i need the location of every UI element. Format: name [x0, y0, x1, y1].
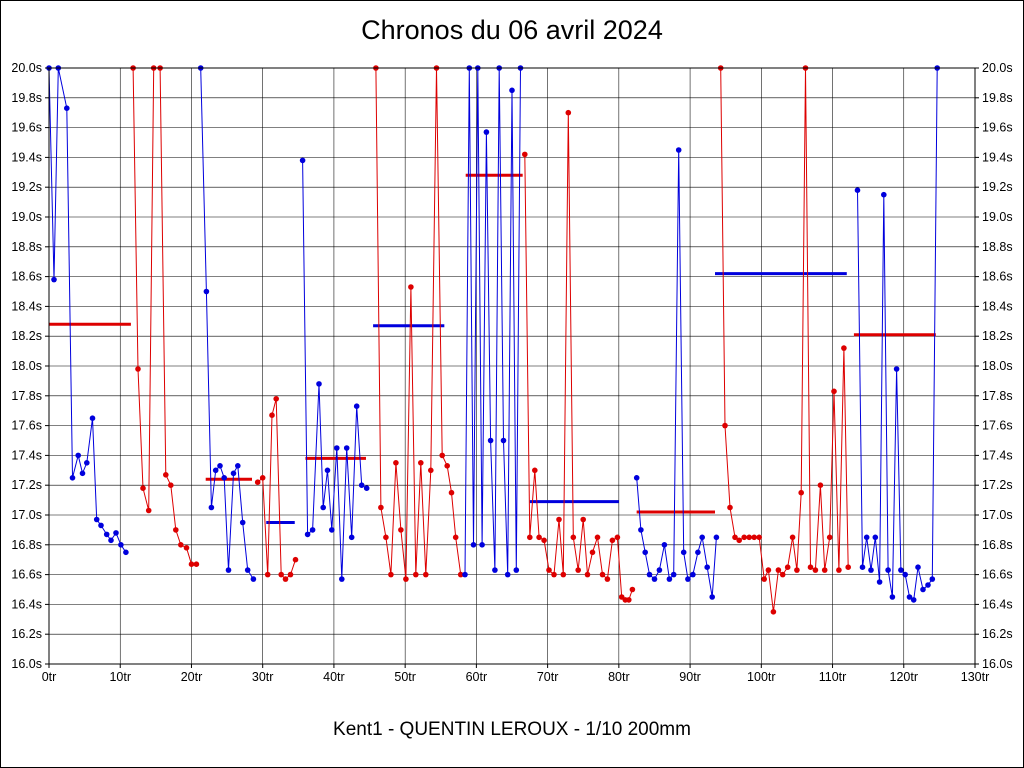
svg-text:17.8s: 17.8s [982, 389, 1013, 403]
svg-text:19.0s: 19.0s [11, 210, 42, 224]
svg-text:18.0s: 18.0s [982, 359, 1013, 373]
axis-layer [45, 67, 979, 668]
svg-text:40tr: 40tr [323, 670, 345, 684]
svg-text:19.4s: 19.4s [982, 150, 1013, 164]
chart-caption: Kent1 - QUENTIN LEROUX - 1/10 200mm [333, 719, 691, 740]
svg-text:17.2s: 17.2s [11, 478, 42, 492]
svg-text:18.8s: 18.8s [11, 240, 42, 254]
svg-text:100tr: 100tr [747, 670, 776, 684]
lap-series-layer [46, 65, 940, 615]
svg-text:17.2s: 17.2s [982, 478, 1013, 492]
svg-text:19.8s: 19.8s [11, 91, 42, 105]
svg-text:17.6s: 17.6s [982, 419, 1013, 433]
svg-text:70tr: 70tr [537, 670, 559, 684]
svg-text:19.8s: 19.8s [982, 91, 1013, 105]
svg-text:18.8s: 18.8s [982, 240, 1013, 254]
svg-text:20.0s: 20.0s [982, 61, 1013, 75]
svg-text:16.0s: 16.0s [11, 657, 42, 671]
svg-text:20.0s: 20.0s [11, 61, 42, 75]
svg-text:19.0s: 19.0s [982, 210, 1013, 224]
svg-text:18.2s: 18.2s [11, 329, 42, 343]
svg-text:18.4s: 18.4s [982, 299, 1013, 313]
svg-text:50tr: 50tr [394, 670, 416, 684]
svg-text:19.2s: 19.2s [11, 180, 42, 194]
svg-text:110tr: 110tr [819, 670, 847, 684]
svg-text:30tr: 30tr [252, 670, 274, 684]
svg-text:18.6s: 18.6s [982, 270, 1013, 284]
chart-title: Chronos du 06 avril 2024 [361, 15, 663, 45]
tick-labels-layer: 0tr 10tr 20tr 30tr 40tr 50tr 60tr 70tr 80tr 90tr 1… [11, 61, 1012, 684]
svg-text:16.6s: 16.6s [11, 568, 42, 582]
svg-text:17.0s: 17.0s [982, 508, 1013, 522]
svg-text:17.4s: 17.4s [11, 448, 42, 462]
svg-text:17.8s: 17.8s [11, 389, 42, 403]
svg-text:80tr: 80tr [608, 670, 630, 684]
svg-text:16.8s: 16.8s [11, 538, 42, 552]
svg-text:10tr: 10tr [109, 670, 131, 684]
svg-text:130tr: 130tr [961, 670, 990, 684]
svg-text:19.6s: 19.6s [982, 121, 1013, 135]
svg-text:16.0s: 16.0s [982, 657, 1013, 671]
svg-text:18.2s: 18.2s [982, 329, 1013, 343]
svg-text:90tr: 90tr [679, 670, 701, 684]
svg-text:19.2s: 19.2s [982, 180, 1013, 194]
svg-text:60tr: 60tr [466, 670, 488, 684]
svg-text:16.2s: 16.2s [982, 627, 1013, 641]
svg-text:17.6s: 17.6s [11, 419, 42, 433]
svg-text:16.6s: 16.6s [982, 568, 1013, 582]
svg-text:17.4s: 17.4s [982, 448, 1013, 462]
svg-text:0tr: 0tr [42, 670, 57, 684]
svg-text:18.0s: 18.0s [11, 359, 42, 373]
svg-text:16.4s: 16.4s [982, 597, 1013, 611]
svg-text:16.4s: 16.4s [11, 597, 42, 611]
svg-text:16.8s: 16.8s [982, 538, 1013, 552]
svg-text:19.4s: 19.4s [11, 150, 42, 164]
svg-text:20tr: 20tr [181, 670, 203, 684]
svg-text:19.6s: 19.6s [11, 121, 42, 135]
grid-layer [48, 67, 976, 665]
svg-text:120tr: 120tr [890, 670, 919, 684]
svg-text:17.0s: 17.0s [11, 508, 42, 522]
svg-text:16.2s: 16.2s [11, 627, 42, 641]
svg-text:18.6s: 18.6s [11, 270, 42, 284]
svg-text:18.4s: 18.4s [11, 299, 42, 313]
